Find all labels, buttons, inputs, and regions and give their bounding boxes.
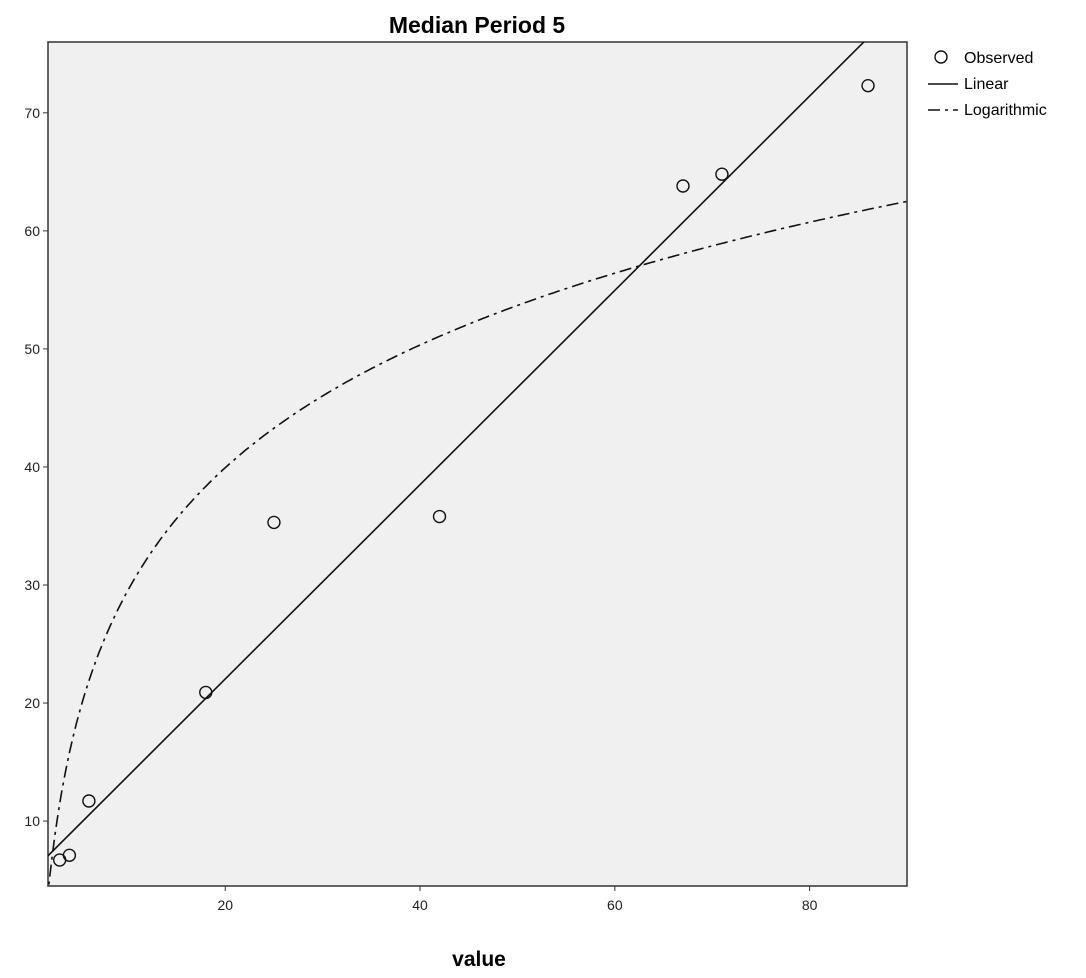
x-tick-label: 40 bbox=[412, 897, 428, 913]
y-tick-label: 20 bbox=[24, 695, 40, 711]
plot-content bbox=[48, 42, 907, 886]
x-axis: 20 40 60 80 bbox=[217, 886, 818, 913]
linear-fit-line bbox=[48, 42, 865, 857]
x-tick-label: 60 bbox=[607, 897, 623, 913]
y-tick-label: 70 bbox=[24, 105, 40, 121]
observed-point bbox=[62, 848, 77, 863]
legend-label: Observed bbox=[964, 50, 1033, 67]
chart-title: Median Period 5 bbox=[389, 12, 566, 38]
plot-area bbox=[47, 41, 908, 887]
y-tick-label: 30 bbox=[24, 577, 40, 593]
x-tick-label: 20 bbox=[217, 897, 233, 913]
legend-label: Logarithmic bbox=[964, 102, 1047, 119]
observed-point bbox=[861, 78, 875, 93]
observed-point bbox=[82, 794, 96, 808]
legend-observed-symbol bbox=[934, 50, 948, 64]
x-axis-title: value bbox=[452, 948, 506, 971]
y-tick-label: 60 bbox=[24, 223, 40, 239]
y-axis: 10 20 30 40 50 60 70 bbox=[24, 105, 48, 829]
observed-point bbox=[432, 509, 447, 524]
y-tick-label: 40 bbox=[24, 459, 40, 475]
observed-point bbox=[199, 685, 213, 700]
y-tick-label: 10 bbox=[24, 813, 40, 829]
legend: Observed Linear Logarithmic bbox=[928, 50, 1047, 119]
legend-label: Linear bbox=[964, 76, 1009, 93]
observed-point bbox=[676, 179, 690, 193]
observed-point bbox=[267, 515, 281, 530]
y-tick-label: 50 bbox=[24, 341, 40, 357]
x-tick-label: 80 bbox=[802, 897, 818, 913]
observed-point bbox=[715, 167, 729, 181]
logarithmic-fit-line bbox=[48, 200, 907, 886]
